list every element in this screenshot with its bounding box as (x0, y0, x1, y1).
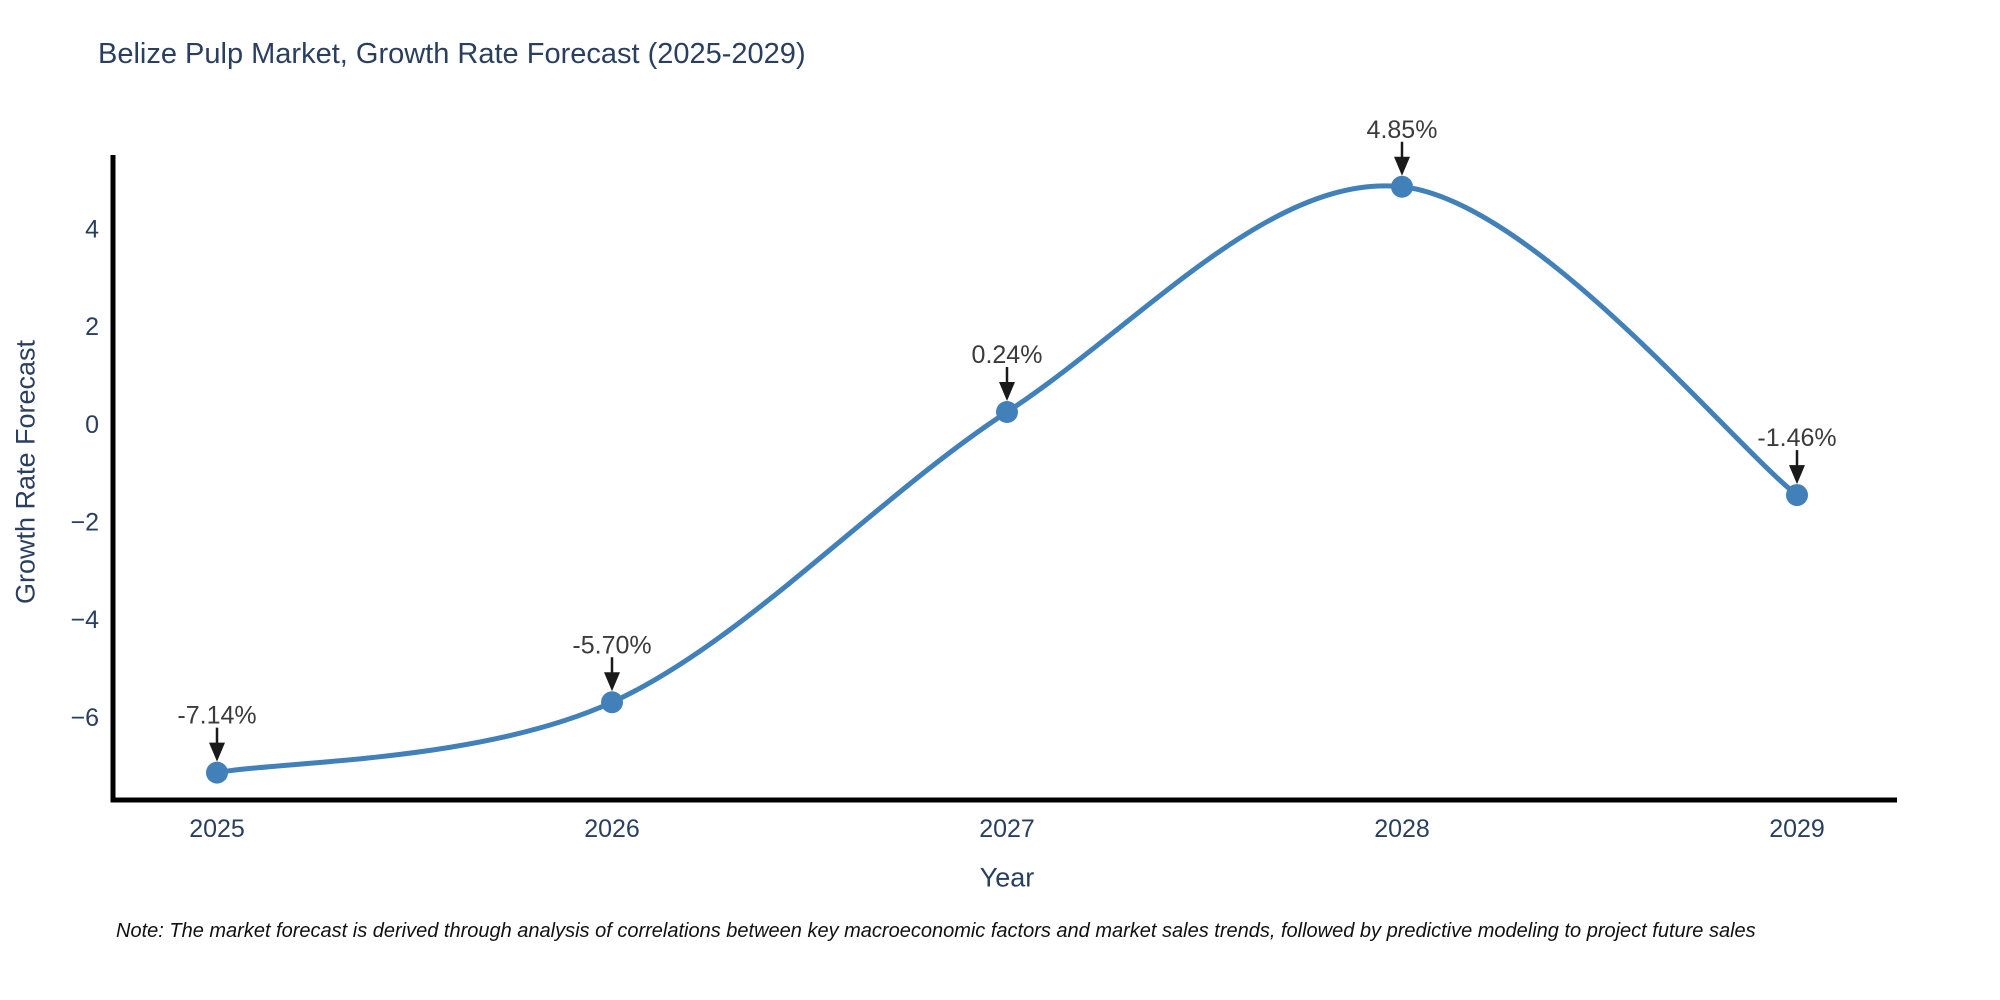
y-tick-label: −2 (70, 508, 99, 536)
trace-line (214, 183, 1800, 776)
annotation-label: -7.14% (177, 702, 256, 730)
annotation-label: -5.70% (572, 631, 651, 659)
annotation-arrow-head (209, 742, 225, 762)
x-tick-label: 2029 (1769, 815, 1825, 843)
data-point-marker (1786, 484, 1808, 507)
x-axis-title: Year (979, 862, 1035, 893)
x-tick-label: 2026 (584, 815, 640, 843)
annotation-arrow-head (604, 672, 620, 692)
data-point-marker (996, 401, 1018, 424)
y-tick-label: −6 (70, 704, 99, 732)
x-tick-label: 2028 (1374, 815, 1430, 843)
y-tick-label: 0 (85, 411, 99, 439)
footnote: Note: The market forecast is derived thr… (116, 920, 1756, 942)
y-tick-label: 4 (85, 215, 99, 243)
data-point-marker (206, 761, 228, 784)
annotation-label: 4.85% (1367, 116, 1438, 144)
y-tick-label: −4 (70, 606, 99, 634)
y-tick-label: 2 (85, 313, 99, 341)
annotation-arrow-head (1394, 156, 1410, 176)
data-point-marker (601, 691, 623, 714)
annotation-arrow-head (999, 382, 1015, 402)
data-point-marker (1391, 175, 1413, 198)
annotation-label: -1.46% (1757, 424, 1836, 452)
annotation-label: 0.24% (972, 341, 1043, 369)
x-tick-label: 2027 (979, 815, 1035, 843)
x-tick-label: 2025 (189, 815, 245, 843)
annotation-arrow-head (1789, 465, 1805, 485)
chart-title: Belize Pulp Market, Growth Rate Forecast… (98, 38, 806, 70)
